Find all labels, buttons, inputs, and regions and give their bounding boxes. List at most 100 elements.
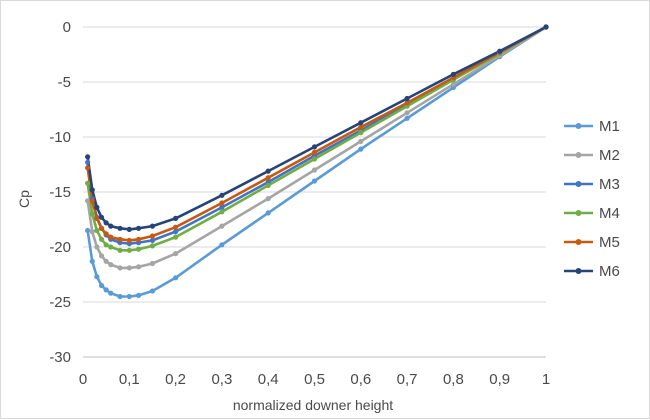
data-point-m6 — [103, 220, 109, 226]
data-point-m6 — [219, 192, 225, 198]
legend-marker — [575, 210, 582, 216]
data-point-m2 — [89, 229, 95, 235]
legend-label: M5 — [599, 234, 620, 251]
data-point-m2 — [450, 81, 456, 87]
x-tick-label: 0,9 — [489, 371, 510, 388]
data-point-m1 — [135, 292, 142, 298]
legend-marker — [575, 181, 582, 187]
data-point-m3 — [149, 237, 156, 243]
y-axis-title: Cp — [16, 190, 32, 208]
x-tick-label: 0,3 — [211, 371, 232, 388]
data-point-m5 — [173, 224, 179, 230]
data-point-m5 — [404, 100, 410, 106]
data-point-m2 — [404, 110, 410, 116]
data-point-m3 — [85, 159, 91, 165]
data-point-m6 — [497, 48, 503, 54]
data-point-m5 — [98, 225, 105, 231]
data-point-m5 — [117, 236, 123, 242]
y-tick-label: -10 — [49, 129, 71, 146]
data-point-m2 — [85, 198, 91, 204]
data-point-m1 — [103, 287, 109, 293]
legend-marker — [575, 152, 582, 158]
data-point-m4 — [94, 227, 100, 234]
data-point-m4 — [98, 236, 105, 242]
data-point-m1 — [173, 275, 179, 281]
legend-label: M2 — [599, 147, 620, 164]
data-point-m4 — [85, 180, 91, 186]
x-tick-label: 0,2 — [165, 371, 186, 388]
y-tick-label: -5 — [58, 74, 71, 91]
gridlines — [83, 26, 546, 303]
data-point-m6 — [126, 226, 132, 232]
data-point-m5 — [89, 198, 95, 204]
legend-item-m2: M2 — [564, 147, 620, 164]
data-point-m5 — [358, 124, 364, 130]
data-point-m4 — [135, 246, 142, 252]
legend-item-m6: M6 — [564, 263, 620, 280]
data-point-m2 — [219, 223, 225, 229]
data-point-m2 — [265, 196, 271, 202]
data-point-m4 — [173, 234, 179, 240]
data-point-m6 — [117, 225, 123, 231]
data-point-m6 — [85, 154, 91, 160]
data-point-m6 — [89, 187, 95, 193]
data-point-m1 — [108, 290, 114, 296]
data-point-m5 — [108, 234, 114, 240]
y-tick-label: 0 — [63, 19, 71, 36]
data-point-m4 — [117, 247, 123, 253]
data-point-m6 — [94, 204, 100, 210]
x-tick-label: 0,4 — [258, 371, 279, 388]
y-tick-label: -25 — [49, 294, 71, 311]
x-tick-label: 0,5 — [304, 371, 325, 388]
data-point-m1 — [358, 146, 364, 152]
series-points — [85, 24, 549, 300]
data-point-m1 — [117, 293, 123, 300]
series-lines — [86, 25, 547, 298]
tick-labels: 0 -5 -10 -15 -20 -25 -30 0 0,1 0,2 0,3 0,4 0,5 0,6 0,7… — [49, 19, 550, 388]
data-point-m6 — [311, 144, 318, 150]
data-point-m1 — [311, 178, 318, 184]
data-point-m6 — [265, 168, 271, 174]
data-point-m4 — [149, 243, 156, 249]
legend-item-m4: M4 — [564, 205, 620, 222]
data-point-m1 — [98, 282, 105, 289]
data-point-m1 — [265, 210, 271, 216]
data-point-m5 — [149, 233, 156, 239]
data-point-m5 — [219, 200, 225, 206]
data-point-m3 — [173, 229, 179, 235]
data-point-m2 — [103, 258, 109, 264]
data-point-m6 — [135, 225, 142, 231]
x-tick-label: 0,7 — [397, 371, 418, 388]
data-point-m1 — [85, 227, 91, 234]
data-point-m1 — [219, 242, 225, 248]
data-point-m2 — [135, 264, 142, 270]
legend-label: M1 — [599, 118, 620, 135]
legend-marker — [575, 239, 582, 245]
data-point-m4 — [126, 247, 132, 253]
data-point-m4 — [89, 211, 95, 217]
legend-item-m5: M5 — [564, 234, 620, 251]
y-tick-label: -30 — [49, 349, 71, 366]
x-tick-label: 1 — [542, 371, 550, 388]
data-point-m1 — [149, 288, 156, 294]
data-point-m4 — [103, 242, 109, 248]
x-tick-label: 0 — [79, 371, 87, 388]
data-point-m5 — [265, 175, 271, 181]
data-point-m6 — [108, 223, 114, 229]
y-tick-label: -20 — [49, 239, 71, 256]
legend-marker — [575, 123, 582, 129]
data-point-m1 — [89, 258, 95, 264]
data-point-m5 — [311, 149, 318, 155]
data-point-m1 — [126, 293, 132, 300]
data-point-m6 — [98, 214, 105, 220]
data-point-m1 — [94, 274, 100, 280]
legend-label: M4 — [599, 205, 620, 222]
data-point-m2 — [108, 262, 114, 268]
data-point-m6 — [149, 223, 156, 229]
data-point-m2 — [94, 244, 100, 250]
data-point-m6 — [543, 24, 549, 30]
data-point-m5 — [126, 237, 132, 243]
series-line-m4 — [86, 25, 547, 252]
data-point-m2 — [173, 251, 179, 257]
legend-marker — [575, 268, 582, 274]
